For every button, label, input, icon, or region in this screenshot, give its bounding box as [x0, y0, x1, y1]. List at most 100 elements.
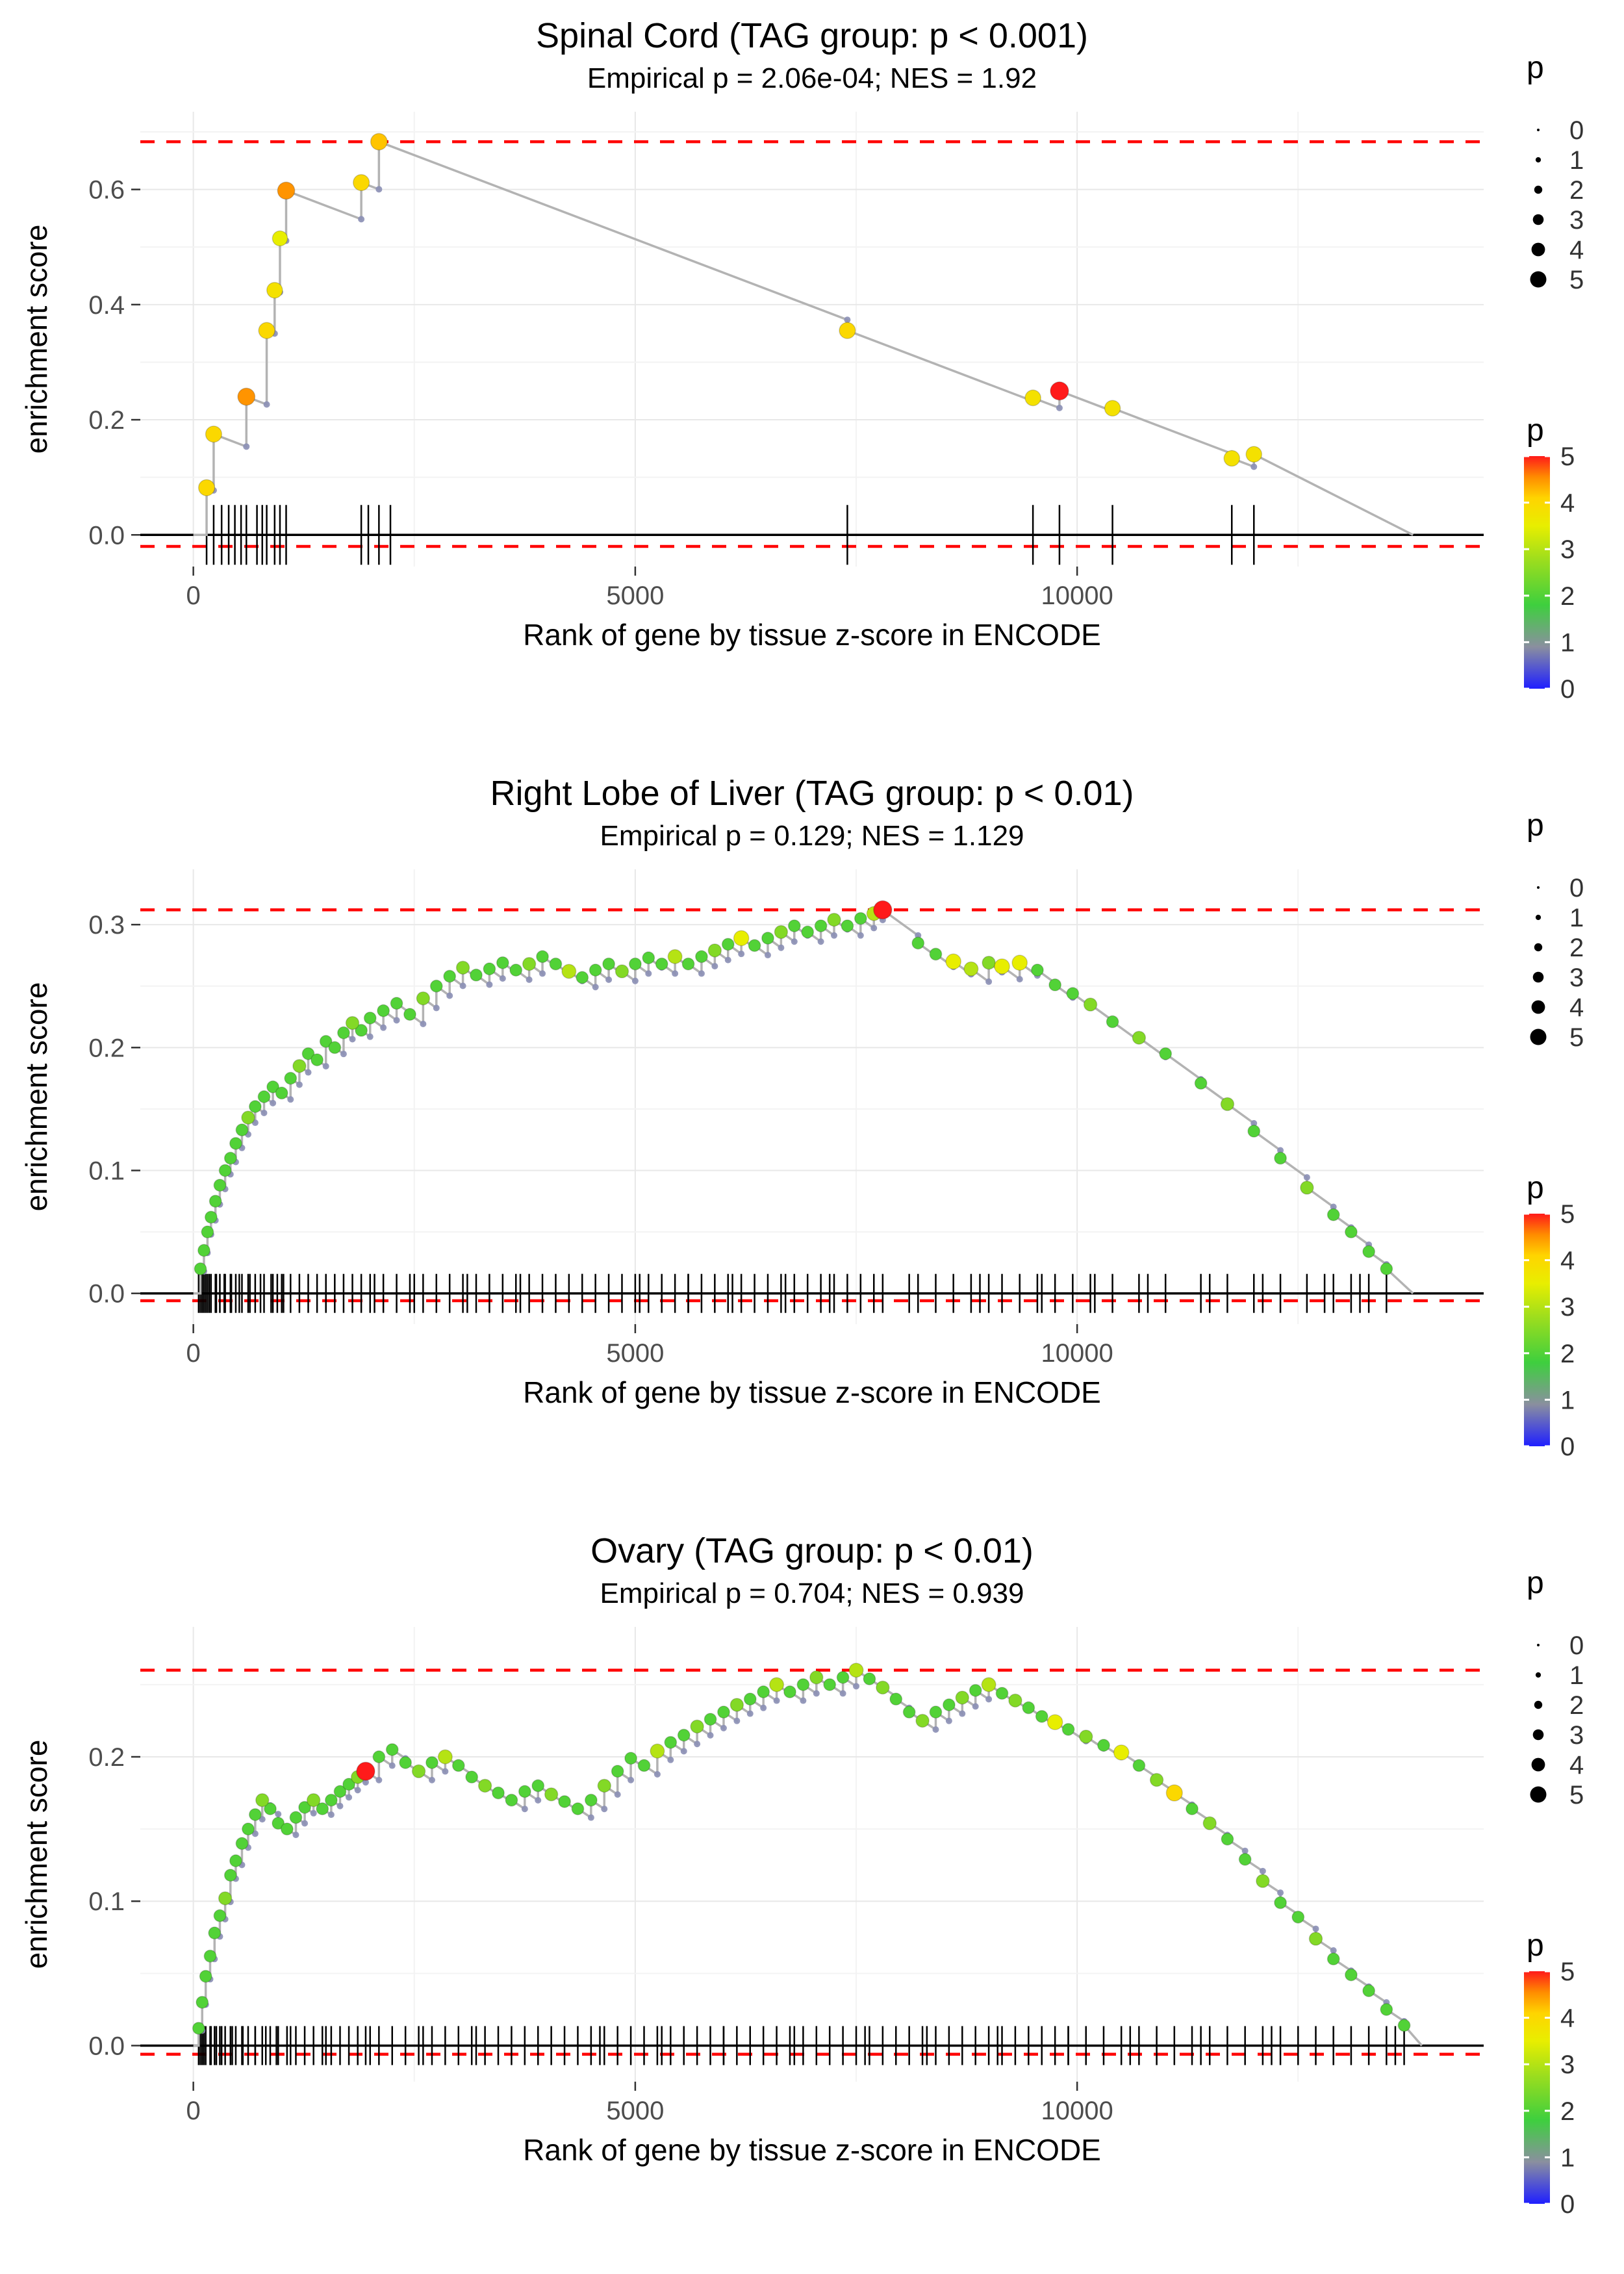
vertex-shadow-dots: [200, 916, 1390, 1275]
size-legend-dot: [1532, 971, 1544, 983]
x-tick-label: 0: [186, 1339, 201, 1368]
x-tick-label: 5000: [606, 1339, 664, 1368]
page-title: Spinal Cord (TAG group: p < 0.001): [536, 16, 1088, 55]
x-tick-label: 5000: [606, 2097, 664, 2125]
y-tick-label: 0.2: [88, 1743, 125, 1772]
size-legend-dot: [1530, 1786, 1547, 1803]
colorbar-tick-label: 0: [1560, 2190, 1575, 2219]
enrichment-curve: [193, 1668, 1423, 2047]
colorbar-tick-label: 1: [1560, 1386, 1575, 1414]
size-legend-dot: [1531, 1757, 1545, 1772]
size-legend-dot: [1537, 1644, 1540, 1646]
x-tick-label: 10000: [1041, 1339, 1113, 1368]
colorbar-tick-label: 5: [1560, 1200, 1575, 1229]
x-tick-label: 0: [186, 581, 201, 610]
size-legend-dot: [1534, 185, 1543, 194]
colorbar-tick-label: 1: [1560, 2143, 1575, 2172]
gene-points: [194, 900, 1393, 1275]
colorbar-tick-label: 3: [1560, 2050, 1575, 2079]
size-legend-dot: [1531, 242, 1545, 257]
vertex-shadow-dots: [210, 186, 1258, 494]
size-legend-label: 0: [1569, 1631, 1584, 1660]
size-legend-label: 2: [1569, 176, 1584, 205]
colorbar-tick-label: 0: [1560, 675, 1575, 704]
colorbar-tick-label: 4: [1560, 489, 1575, 518]
size-legend-label: 3: [1569, 206, 1584, 235]
colorbar-tick-label: 2: [1560, 2097, 1575, 2126]
panel-spinal-cord: Spinal Cord (TAG group: p < 0.001) Empir…: [0, 0, 1624, 758]
size-legend-label: 4: [1569, 1751, 1584, 1780]
size-legend-label: 0: [1569, 116, 1584, 145]
size-legend-title: p: [1527, 1566, 1544, 1600]
y-tick-label: 0.2: [88, 406, 125, 435]
size-legend-title: p: [1527, 51, 1544, 85]
enrichment-curve: [193, 140, 1414, 537]
panel-title: Ovary (TAG group: p < 0.01): [590, 1531, 1034, 1570]
threshold-dashed-lines: [140, 1668, 1484, 2056]
y-tick-label: 0.3: [88, 911, 125, 939]
colorbar-tick-label: 3: [1560, 1293, 1575, 1322]
colorbar-tick-label: 3: [1560, 535, 1575, 564]
y-tick-label: 0.0: [88, 2032, 125, 2060]
colorbar-tick-label: 2: [1560, 1340, 1575, 1368]
size-legend-label: 5: [1569, 1781, 1584, 1809]
size-legend-label: 4: [1569, 993, 1584, 1022]
colorbar-title: p: [1527, 413, 1544, 448]
gridlines: [140, 869, 1484, 1324]
size-legend-dot: [1535, 1672, 1542, 1678]
x-axis-label: Rank of gene by tissue z-score in ENCODE: [523, 618, 1101, 652]
panel-ovary: Ovary (TAG group: p < 0.01) Empirical p …: [0, 1515, 1624, 2273]
size-legend-label: 1: [1569, 904, 1584, 932]
panel-right-lobe-of-liver: Right Lobe of Liver (TAG group: p < 0.01…: [0, 758, 1624, 1515]
size-legend-dot: [1537, 129, 1540, 131]
threshold-dashed-lines: [140, 140, 1484, 548]
size-legend-dot: [1531, 1000, 1545, 1014]
panel-subtitle: Empirical p = 0.129; NES = 1.129: [600, 820, 1024, 852]
colorbar-legend: p5 4 3 2 1 0: [1524, 1928, 1575, 2219]
gridlines: [140, 1627, 1484, 2082]
axis-ticks: 0 5000 10000 0.0 0.2 0.4 0.6: [88, 176, 1113, 610]
panel-title: Right Lobe of Liver (TAG group: p < 0.01…: [490, 774, 1134, 813]
size-legend-dot: [1532, 214, 1544, 225]
size-legend-dot: [1534, 943, 1543, 952]
size-legend-label: 4: [1569, 236, 1584, 264]
y-tick-label: 0.2: [88, 1034, 125, 1062]
size-legend-dot: [1537, 886, 1540, 889]
size-legend-label: 1: [1569, 1661, 1584, 1690]
size-legend-label: 3: [1569, 964, 1584, 992]
colorbar-tick-label: 4: [1560, 1247, 1575, 1275]
panel-subtitle: Empirical p = 2.06e-04; NES = 1.92: [587, 62, 1037, 94]
x-tick-label: 5000: [606, 581, 664, 610]
size-legend-label: 1: [1569, 146, 1584, 175]
panel-subtitle: Empirical p = 0.704; NES = 0.939: [600, 1578, 1024, 1609]
size-legend-label: 2: [1569, 934, 1584, 962]
size-legend-dot: [1535, 157, 1542, 163]
colorbar-tick-label: 5: [1560, 1958, 1575, 1986]
y-tick-label: 0.4: [88, 291, 125, 320]
colorbar-tick-label: 1: [1560, 628, 1575, 657]
x-tick-label: 10000: [1041, 581, 1113, 610]
size-legend-label: 3: [1569, 1721, 1584, 1750]
x-axis-label: Rank of gene by tissue z-score in ENCODE: [523, 2133, 1101, 2167]
colorbar-tick-label: 0: [1560, 1433, 1575, 1461]
y-tick-label: 0.1: [88, 1157, 125, 1186]
y-tick-label: 0.0: [88, 1280, 125, 1309]
size-legend-dot: [1535, 914, 1542, 921]
y-tick-label: 0.6: [88, 176, 125, 205]
colorbar-legend: p5 4 3 2 1 0: [1524, 413, 1575, 704]
colorbar-gradient: [1524, 1214, 1550, 1446]
gene-points: [197, 133, 1263, 496]
gene-rug-ticks: [205, 505, 1255, 565]
size-legend-label: 5: [1569, 1023, 1584, 1052]
y-tick-label: 0.0: [88, 521, 125, 550]
size-legend-dot: [1534, 1700, 1543, 1709]
size-legend-dot: [1532, 1729, 1544, 1741]
size-legend-dot: [1530, 1028, 1547, 1045]
x-tick-label: 10000: [1041, 2097, 1113, 2125]
axis-ticks: 0 5000 10000 0.0 0.1 0.2 0.3: [88, 911, 1113, 1368]
